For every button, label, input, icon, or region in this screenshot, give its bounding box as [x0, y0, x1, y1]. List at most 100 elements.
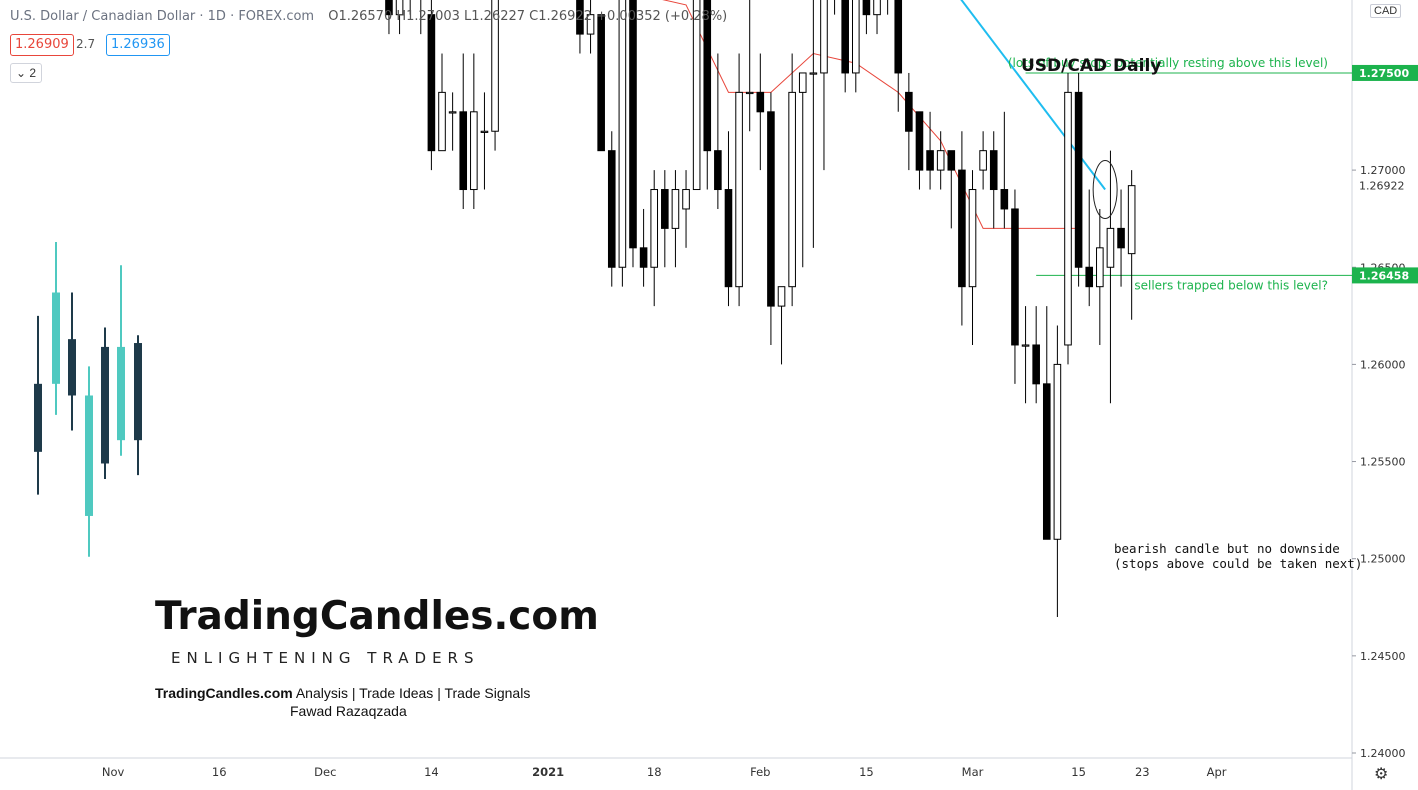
x-tick-label: 15 — [1071, 765, 1086, 779]
candle-body — [459, 111, 468, 191]
candle-body — [438, 91, 446, 152]
spread-value: 2.7 — [76, 37, 96, 51]
candle-body — [915, 111, 924, 171]
candle-body — [491, 0, 499, 132]
candle-body — [1011, 208, 1019, 346]
y-tick-label: 1.27000 — [1360, 164, 1406, 177]
x-tick-label: Apr — [1207, 765, 1227, 779]
highlight-ellipse — [1092, 160, 1118, 220]
candle-body — [1127, 185, 1136, 255]
candle-body — [777, 286, 786, 307]
candle-body — [873, 0, 881, 16]
x-tick-label: 14 — [424, 765, 439, 779]
y-tick-label: 1.24500 — [1360, 650, 1406, 663]
candle-body — [894, 0, 903, 74]
candle-body — [862, 0, 871, 16]
brand-author: Fawad Razaqzada — [290, 703, 407, 719]
x-tick-label: Mar — [962, 765, 984, 779]
candle-body — [703, 0, 712, 152]
level-price-tag — [1352, 267, 1418, 284]
candle-body — [958, 169, 966, 288]
candle-body — [682, 189, 690, 210]
level-price-label: 1.27500 — [1359, 67, 1409, 80]
logo-candle-body — [117, 346, 125, 441]
y-tick-label: 1.26000 — [1360, 358, 1406, 371]
candle-body — [1053, 363, 1062, 540]
ohlc-readout: O1.26570 H1.27003 L1.26227 C1.26922 +0.0… — [328, 9, 728, 24]
candle-body — [607, 150, 616, 268]
x-tick-label: Feb — [750, 765, 770, 779]
brand-tagline: ENLIGHTENING TRADERS — [171, 649, 480, 667]
candle-body — [1021, 344, 1030, 347]
candle-body — [1117, 227, 1125, 249]
brand-services-name: TradingCandles.com — [155, 685, 293, 701]
candle-body — [671, 189, 680, 229]
candle-body — [692, 0, 701, 191]
candle-body — [597, 14, 605, 152]
x-tick-label: 23 — [1135, 765, 1150, 779]
candle-body — [661, 189, 669, 229]
candle-body — [936, 150, 945, 171]
candle-body — [841, 0, 849, 74]
level-price-tag — [1352, 64, 1418, 81]
indicator-count: 2 — [29, 66, 37, 80]
candle-body — [1074, 91, 1083, 268]
chart-header: U.S. Dollar / Canadian Dollar · 1D · FOR… — [10, 9, 727, 24]
candle-body — [1096, 247, 1104, 288]
candle-body — [639, 247, 648, 268]
candle-body — [989, 150, 998, 191]
logo-candle-body — [52, 292, 60, 384]
current-price-label: 1.26922 — [1359, 179, 1405, 192]
candle-body — [745, 91, 754, 95]
currency-label[interactable]: CAD — [1370, 4, 1402, 18]
y-tick-label: 1.24000 — [1360, 747, 1406, 760]
candle-body — [448, 111, 457, 114]
logo-candle-body — [134, 343, 142, 441]
indicator-collapse-button[interactable]: ⌄ 2 — [10, 63, 42, 83]
level-annotation: (lots of buy stops potentially resting a… — [1008, 56, 1328, 70]
logo-candle-body — [34, 383, 42, 452]
brand-name: TradingCandles.com — [155, 594, 599, 639]
candle-body — [385, 0, 393, 16]
candle-body — [1085, 266, 1094, 288]
x-tick-label: Nov — [102, 765, 125, 779]
candle-body — [427, 14, 436, 152]
x-tick-label: 18 — [647, 765, 662, 779]
x-tick-label: 2021 — [532, 765, 564, 779]
candle-body — [470, 111, 478, 191]
x-tick-label: 15 — [859, 765, 874, 779]
level-annotation: sellers trapped below this level? — [1134, 278, 1328, 292]
candle-body — [1064, 91, 1072, 346]
candle-annotation: (stops above could be taken next) — [1114, 556, 1362, 571]
candle-body — [1106, 227, 1115, 268]
candle-body — [1032, 344, 1040, 385]
logo-candle-body — [68, 339, 76, 396]
candle-body — [650, 189, 659, 268]
candle-body — [809, 72, 818, 75]
chart-title: USD/CAD Daily — [1021, 56, 1161, 76]
candle-body — [1000, 189, 1009, 210]
candle-body — [852, 0, 860, 74]
candle-body — [798, 72, 807, 93]
candle-body — [714, 150, 722, 191]
candle-annotation: bearish candle but no downside — [1114, 541, 1340, 556]
ask-price-badge[interactable]: 1.26936 — [106, 34, 170, 56]
brand-services-list: Analysis | Trade Ideas | Trade Signals — [293, 685, 531, 701]
gear-icon[interactable]: ⚙ — [1374, 766, 1389, 783]
logo-candle-body — [101, 346, 109, 464]
x-tick-label: 16 — [212, 765, 227, 779]
candle-body — [788, 91, 796, 288]
bid-price-badge[interactable]: 1.26909 — [10, 34, 74, 56]
candle-body — [820, 0, 828, 74]
brand-services: TradingCandles.com Analysis | Trade Idea… — [155, 685, 530, 701]
candle-body — [947, 150, 956, 171]
symbol-title: U.S. Dollar / Canadian Dollar · 1D · FOR… — [10, 9, 315, 24]
candle-body — [629, 0, 637, 249]
candle-body — [480, 130, 489, 133]
level-price-label: 1.26458 — [1359, 269, 1409, 282]
candle-body — [968, 189, 977, 288]
candle-body — [395, 0, 404, 16]
logo-candle-body — [85, 395, 93, 516]
y-tick-label: 1.25000 — [1360, 553, 1406, 566]
